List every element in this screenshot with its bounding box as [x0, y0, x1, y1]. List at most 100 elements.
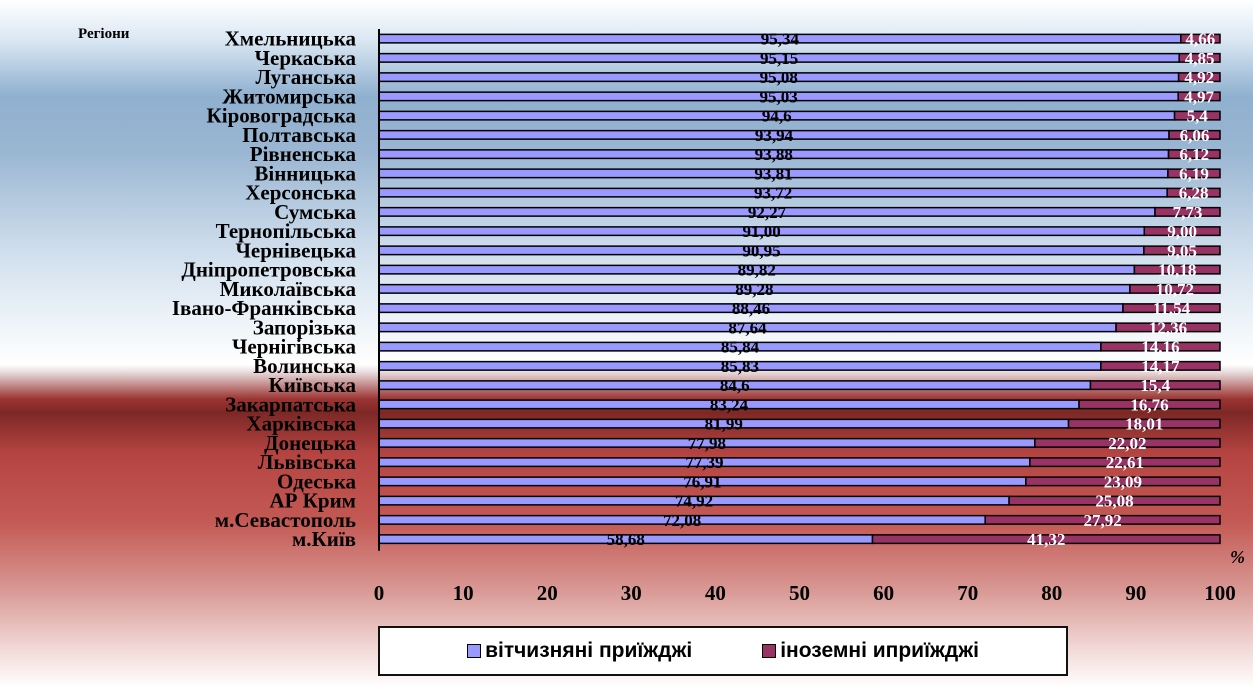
data-label-domestic: 93,72: [754, 184, 792, 203]
x-tick-label: 20: [537, 581, 558, 605]
category-label: Харківська: [246, 412, 356, 436]
category-label: м.Київ: [292, 527, 356, 551]
category-label: Рівненська: [250, 142, 357, 166]
category-label: Сумська: [274, 200, 356, 224]
y-axis-title: Регіони: [78, 26, 130, 42]
data-label-domestic: 85,83: [721, 357, 759, 376]
bar-foreign: [1122, 303, 1221, 314]
category-label: Миколаївська: [220, 277, 357, 301]
data-label-foreign: 22,61: [1106, 453, 1144, 472]
category-label: Закарпатська: [225, 392, 356, 416]
bar-foreign: [1029, 457, 1221, 468]
bar-foreign: [1167, 168, 1221, 179]
data-label-foreign: 10,72: [1156, 280, 1194, 299]
x-tick-label: 90: [1125, 581, 1146, 605]
category-label: Полтавська: [242, 123, 356, 147]
legend-swatch-domestic: [467, 644, 482, 658]
data-label-foreign: 7,73: [1173, 203, 1203, 222]
data-label-foreign: 25,08: [1095, 492, 1133, 511]
category-label: Одеська: [277, 469, 356, 493]
data-label-foreign: 4,92: [1184, 68, 1214, 87]
bar-foreign: [1133, 264, 1221, 275]
data-label-foreign: 6,19: [1179, 164, 1209, 183]
x-tick-label: 10: [453, 581, 474, 605]
data-label-foreign: 9,05: [1167, 241, 1197, 260]
data-label-domestic: 87,64: [728, 318, 767, 337]
data-label-domestic: 95,15: [760, 49, 798, 68]
x-tick-label: 100: [1204, 581, 1236, 605]
bar-foreign: [1177, 91, 1221, 102]
data-label-foreign: 16,76: [1130, 395, 1168, 414]
category-label: Дніпропетровська: [181, 258, 356, 282]
data-label-domestic: 84,6: [720, 376, 750, 395]
x-tick-label: 40: [705, 581, 726, 605]
legend-item-domestic: вітчизняні приїжджі: [467, 639, 692, 663]
category-label: Житомирська: [222, 84, 356, 108]
data-label-domestic: 89,82: [738, 261, 776, 280]
bar-foreign: [1067, 418, 1221, 429]
data-label-foreign: 4,66: [1186, 30, 1216, 49]
data-label-foreign: 14,17: [1141, 357, 1180, 376]
data-label-domestic: 83,24: [710, 395, 749, 414]
data-label-domestic: 77,98: [688, 434, 726, 453]
data-label-foreign: 6,12: [1179, 145, 1209, 164]
category-label: Вінницька: [254, 161, 356, 185]
x-tick-label: 60: [873, 581, 894, 605]
data-label-domestic: 76,91: [683, 472, 721, 491]
bar-foreign: [1154, 206, 1221, 217]
x-axis-unit: %: [1230, 547, 1245, 567]
x-tick-label: 80: [1041, 581, 1062, 605]
bar-foreign: [1129, 283, 1221, 294]
data-label-domestic: 58,68: [607, 530, 645, 549]
x-tick-label: 30: [621, 581, 642, 605]
data-label-foreign: 6,28: [1179, 184, 1209, 203]
legend-item-foreign: іноземні иприїжджі: [762, 639, 979, 663]
data-label-domestic: 92,27: [748, 203, 787, 222]
bar-foreign: [1100, 341, 1221, 352]
bar-foreign: [871, 534, 1221, 545]
bar-foreign: [1143, 245, 1221, 256]
legend-label-domestic: вітчизняні приїжджі: [485, 639, 693, 662]
data-label-domestic: 95,34: [761, 30, 800, 49]
bar-foreign: [1089, 380, 1221, 391]
data-label-foreign: 18,01: [1125, 415, 1163, 434]
data-label-domestic: 93,81: [754, 164, 792, 183]
category-label: Тернопільська: [216, 219, 357, 243]
data-label-foreign: 22,02: [1108, 434, 1146, 453]
category-label: Запорізька: [253, 315, 357, 339]
data-label-domestic: 95,03: [759, 87, 797, 106]
bar-foreign: [1180, 33, 1221, 44]
data-label-foreign: 23,09: [1104, 472, 1142, 491]
data-labels: 95,34 4,66 95,15 4,85 95,08 4,92 95,03 4,97 94,6…: [607, 30, 1216, 550]
bar-foreign: [1168, 129, 1221, 140]
category-label: Чернігівська: [232, 335, 357, 359]
legend: вітчизняні приїжджі іноземні иприїжджі: [378, 626, 1068, 676]
category-label: Хмельницька: [225, 27, 357, 51]
data-label-foreign: 27,92: [1083, 511, 1121, 530]
legend-swatch-foreign: [762, 644, 777, 658]
category-label: Чернівецька: [236, 238, 357, 262]
data-label-foreign: 10,18: [1158, 261, 1196, 280]
data-label-domestic: 88,46: [732, 299, 770, 318]
data-label-domestic: 90,95: [742, 241, 780, 260]
x-tick-label: 0: [374, 581, 385, 605]
data-label-domestic: 74,92: [675, 492, 713, 511]
data-label-foreign: 41,32: [1027, 530, 1065, 549]
data-label-foreign: 4,85: [1185, 49, 1215, 68]
data-label-domestic: 94,6: [762, 107, 792, 126]
bar-foreign: [1177, 72, 1221, 83]
bar-foreign: [1167, 149, 1221, 160]
category-label: Київська: [269, 373, 357, 397]
bar-foreign: [984, 514, 1221, 525]
data-label-foreign: 4,97: [1184, 87, 1214, 106]
bar-foreign: [1115, 322, 1221, 333]
data-label-domestic: 93,88: [755, 145, 793, 164]
category-label: Луганська: [256, 65, 357, 89]
data-label-foreign: 14,16: [1141, 338, 1179, 357]
bar-foreign: [1008, 495, 1221, 506]
data-label-domestic: 93,94: [755, 126, 794, 145]
bar-foreign: [1078, 399, 1221, 410]
category-label: АР Крим: [269, 489, 356, 513]
data-label-foreign: 5,4: [1187, 107, 1209, 126]
